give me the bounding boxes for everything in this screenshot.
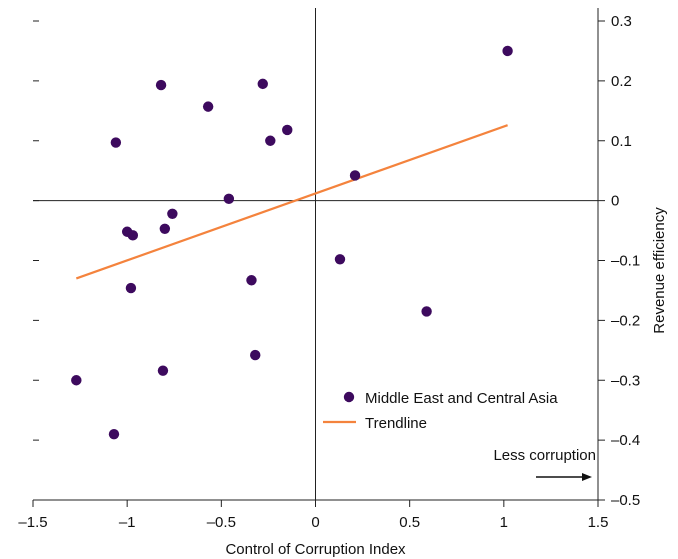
data-point <box>167 208 178 219</box>
data-point <box>282 124 293 136</box>
y-tick-label: –0.2 <box>611 312 640 329</box>
data-point <box>265 135 276 146</box>
data-point <box>127 230 139 241</box>
data-point <box>159 223 171 234</box>
data-point <box>71 375 82 386</box>
x-tick-label: 1.5 <box>588 514 609 531</box>
x-tick-label: –1 <box>119 514 136 531</box>
y-tick-label: –0.3 <box>611 372 640 389</box>
x-tick-label: –0.5 <box>207 514 236 531</box>
data-point <box>246 275 257 286</box>
y-tick-label: 0.2 <box>611 73 632 90</box>
y-axis-title: Revenue efficiency <box>651 207 668 334</box>
data-point <box>349 170 361 181</box>
annotation-arrow-head <box>582 473 592 481</box>
x-tick-label: –1.5 <box>18 514 47 531</box>
data-point <box>157 365 169 376</box>
y-tick-label: –0.4 <box>611 432 640 449</box>
data-point <box>110 137 122 148</box>
data-point <box>257 78 268 90</box>
legend-marker-dot <box>343 391 355 403</box>
y-tick-label: 0 <box>611 193 619 210</box>
x-tick-label: 0.5 <box>399 514 420 531</box>
y-tick-label: 0.3 <box>611 13 632 30</box>
data-point <box>108 428 120 440</box>
data-point <box>125 282 137 294</box>
data-point <box>202 101 214 112</box>
trendline <box>75 124 508 280</box>
trendline-group <box>75 124 508 280</box>
x-tick-label: 1 <box>500 514 508 531</box>
x-axis-title: Control of Corruption Index <box>225 541 406 558</box>
y-tick-label: –0.1 <box>611 253 640 270</box>
data-point <box>502 45 513 57</box>
points-group <box>71 45 513 440</box>
annotation: Less corruption <box>493 447 596 481</box>
legend-label-trendline: Trendline <box>365 415 427 432</box>
legend: Middle East and Central Asia Trendline <box>323 390 558 432</box>
axes: –1.5 –1 –0.5 0 0.5 1 1.5 0.3 0.2 0.1 0 –0.1 –0.2 –0.3… <box>18 8 668 558</box>
legend-label-series: Middle East and Central Asia <box>365 390 558 407</box>
data-point <box>421 306 432 317</box>
y-tick-label: –0.5 <box>611 492 640 509</box>
data-point <box>250 349 261 361</box>
data-point <box>155 79 167 91</box>
annotation-text: Less corruption <box>493 447 596 464</box>
x-tick-label: 0 <box>311 514 319 531</box>
data-point <box>223 193 235 205</box>
y-tick-label: 0.1 <box>611 133 632 150</box>
data-point <box>334 254 346 265</box>
